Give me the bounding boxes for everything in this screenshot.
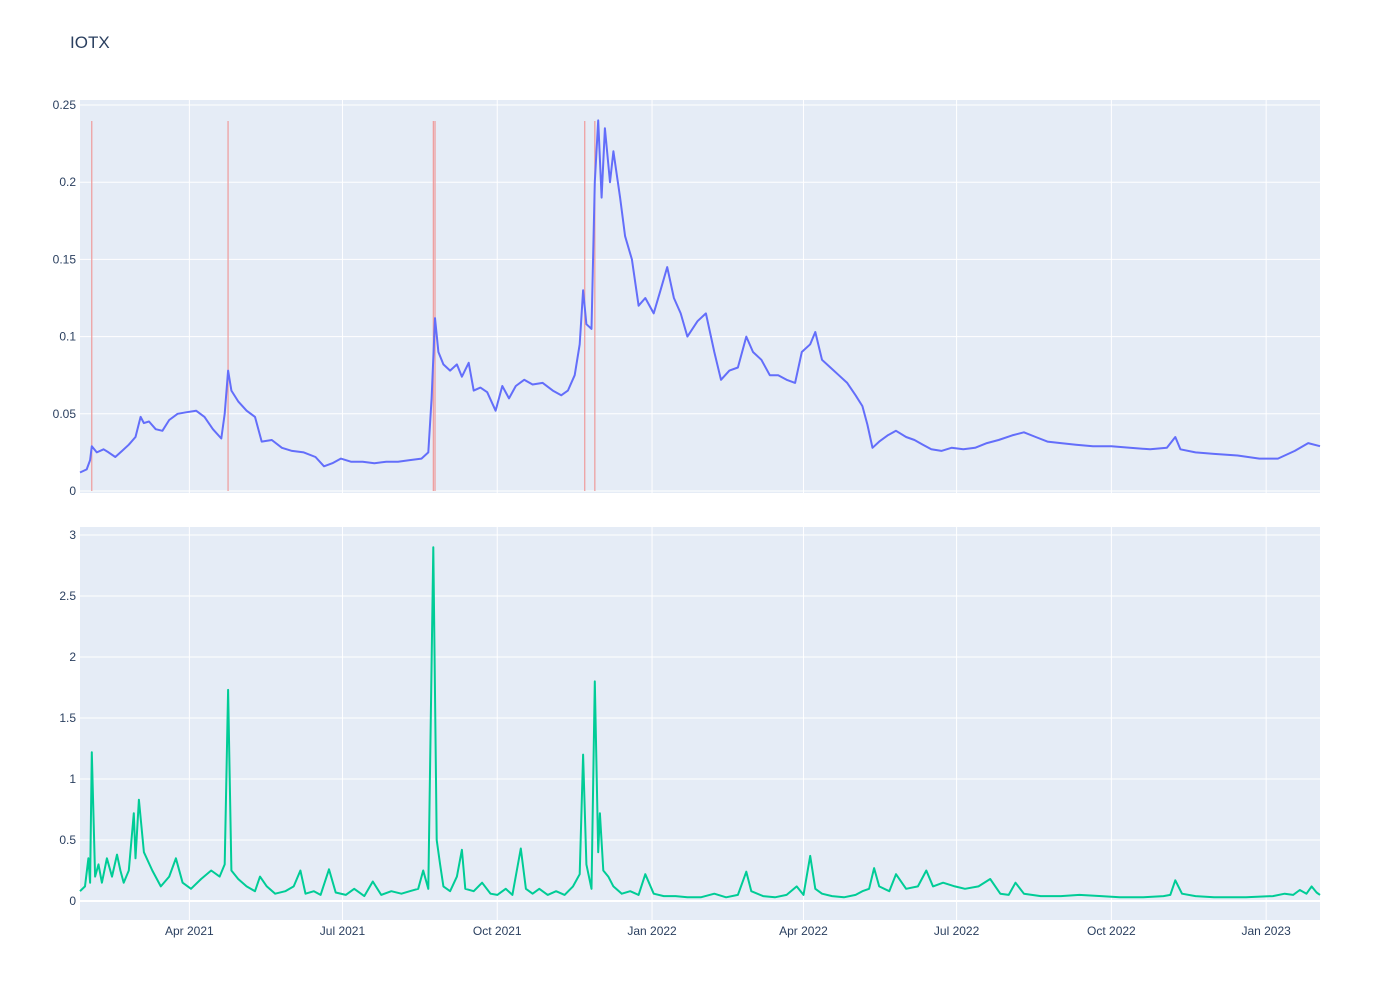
volume-line [79, 546, 1321, 899]
price-panel: 0 0.05 0.1 0.15 0.2 0.25 [53, 98, 1321, 498]
volume-y-axis: 0 0.5 1 1.5 2 2.5 3 [59, 528, 76, 908]
volume-y-tick-label: 0.5 [59, 833, 76, 847]
price-series [79, 119, 1321, 474]
price-y-tick-label: 0.25 [53, 98, 77, 112]
volume-panel: 0 0.5 1 1.5 2 2.5 3 Apr 2021 Jul 2021 Oct 2021 Ja… [59, 527, 1321, 938]
price-y-tick-label: 0.15 [53, 252, 77, 266]
price-y-axis: 0 0.05 0.1 0.15 0.2 0.25 [53, 98, 77, 498]
x-tick-label: Jan 2022 [627, 924, 677, 938]
price-y-tick-label: 0.2 [59, 175, 76, 189]
x-tick-label: Jan 2023 [1241, 924, 1291, 938]
volume-plot-area [80, 527, 1320, 920]
x-tick-label: Oct 2021 [473, 924, 522, 938]
volume-y-tick-label: 0 [69, 894, 76, 908]
volume-series [79, 546, 1321, 899]
volume-gridlines [80, 527, 1320, 920]
price-plot-area [80, 100, 1320, 493]
price-y-tick-label: 0 [69, 484, 76, 498]
price-y-tick-label: 0.1 [59, 330, 76, 344]
x-tick-label: Apr 2021 [165, 924, 214, 938]
volume-y-tick-label: 1 [69, 772, 76, 786]
volume-y-tick-label: 1.5 [59, 711, 76, 725]
volume-y-tick-label: 2 [69, 650, 76, 664]
price-line [79, 119, 1321, 474]
x-tick-label: Jul 2021 [320, 924, 366, 938]
price-gridlines [80, 100, 1320, 493]
chart-title: IOTX [70, 33, 110, 52]
x-tick-label: Oct 2022 [1087, 924, 1136, 938]
x-tick-label: Jul 2022 [934, 924, 980, 938]
x-axis: Apr 2021 Jul 2021 Oct 2021 Jan 2022 Apr 2022… [165, 924, 1291, 938]
x-tick-label: Apr 2022 [779, 924, 828, 938]
volume-y-tick-label: 2.5 [59, 589, 76, 603]
price-y-tick-label: 0.05 [53, 407, 77, 421]
volume-y-tick-label: 3 [69, 528, 76, 542]
